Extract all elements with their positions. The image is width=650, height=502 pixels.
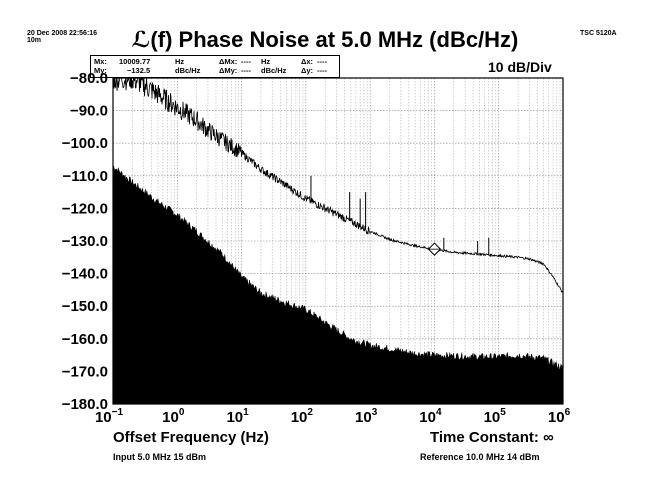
x-tick-base: 10 <box>419 409 436 426</box>
x-tick-label: 105 <box>484 407 507 426</box>
x-axis-label: Offset Frequency (Hz) <box>113 429 269 446</box>
x-tick-exponent: 5 <box>500 407 506 418</box>
x-tick-base: 10 <box>484 409 501 426</box>
x-tick-label: 10−1 <box>95 407 124 426</box>
x-tick-base: 10 <box>226 409 243 426</box>
dmy-label: ΔMy: <box>219 66 238 75</box>
y-tick-label: −120.0 <box>62 200 108 217</box>
mx-label: Mx: <box>94 57 107 66</box>
noise-floor-layer <box>112 165 564 405</box>
y-tick-label: −160.0 <box>62 331 108 348</box>
x-tick-exponent: 6 <box>565 407 571 418</box>
input-label: Input 5.0 MHz 15 dBm <box>113 452 207 462</box>
y-axis-ticks: −80.0 −90.0 −100.0 −110.0 −120.0 −130.0 −140.0… <box>62 70 108 413</box>
dmy-value: ---- <box>241 66 251 75</box>
reference-label: Reference 10.0 MHz 14 dBm <box>420 452 540 462</box>
x-tick-base: 10 <box>162 409 179 426</box>
x-tick-label: 100 <box>162 407 185 426</box>
x-tick-base: 10 <box>355 409 372 426</box>
x-tick-base: 10 <box>548 409 565 426</box>
time-constant-label: Time Constant: ∞ <box>430 429 554 446</box>
x-tick-exponent: 1 <box>243 407 249 418</box>
x-tick-exponent: 0 <box>179 407 185 418</box>
duration: 10m <box>27 37 42 44</box>
my-value: −132.5 <box>127 66 151 75</box>
x-tick-label: 102 <box>291 407 314 426</box>
dmx-value: ---- <box>241 57 251 66</box>
y-tick-label: −80.0 <box>70 70 108 87</box>
y-tick-label: −170.0 <box>62 363 108 380</box>
x-tick-label: 104 <box>419 407 442 426</box>
dx-value: ---- <box>317 57 327 66</box>
dy-value: ---- <box>317 66 327 75</box>
y-tick-label: −130.0 <box>62 233 108 250</box>
plot-frame <box>112 77 564 405</box>
mx-value: 10009.77 <box>119 57 151 66</box>
y-tick-label: −140.0 <box>62 266 108 283</box>
my-unit: dBc/Hz <box>175 66 201 75</box>
x-tick-label: 101 <box>226 407 249 426</box>
noise-floor-area <box>112 165 564 405</box>
mx-unit: Hz <box>175 57 185 66</box>
timestamp: 20 Dec 2008 22:56:16 <box>27 30 98 37</box>
plot-border <box>112 77 564 405</box>
x-axis-ticks: 10−1 100 101 102 103 104 105 106 <box>95 407 571 426</box>
x-tick-exponent: 2 <box>307 407 313 418</box>
y-tick-label: −150.0 <box>62 298 108 315</box>
phase-noise-trace <box>113 76 564 294</box>
x-tick-label: 103 <box>355 407 378 426</box>
x-tick-exponent: 4 <box>436 407 442 418</box>
marker-readout: Mx: 10009.77 Hz My: −132.5 dBc/Hz ΔMx: -… <box>90 55 340 78</box>
x-tick-label: 106 <box>548 407 571 426</box>
trace-layer <box>113 76 564 294</box>
instrument-label: TSC 5120A <box>580 30 617 37</box>
dy-label: Δy: <box>301 66 314 75</box>
y-tick-label: −180.0 <box>62 396 108 413</box>
dmx-unit: Hz <box>261 57 271 66</box>
dmx-label: ΔMx: <box>219 57 238 66</box>
x-tick-exponent: 3 <box>372 407 378 418</box>
my-label: My: <box>94 66 107 75</box>
x-tick-exponent: −1 <box>112 407 124 418</box>
x-tick-base: 10 <box>95 409 112 426</box>
x-tick-base: 10 <box>291 409 308 426</box>
dmy-unit: dBc/Hz <box>261 66 287 75</box>
dx-label: Δx: <box>301 57 314 66</box>
y-tick-label: −90.0 <box>70 103 108 120</box>
scale-label: 10 dB/Div <box>488 59 552 75</box>
y-tick-label: −110.0 <box>63 168 108 185</box>
y-tick-label: −100.0 <box>62 135 108 152</box>
chart-title: ℒ(f) Phase Noise at 5.0 MHz (dBc/Hz) <box>131 27 519 52</box>
